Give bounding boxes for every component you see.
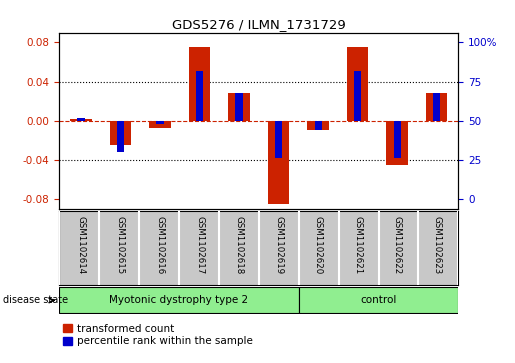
Text: GSM1102621: GSM1102621 [353,216,362,275]
Legend: transformed count, percentile rank within the sample: transformed count, percentile rank withi… [59,319,257,350]
Text: Myotonic dystrophy type 2: Myotonic dystrophy type 2 [109,295,249,305]
Text: GSM1102615: GSM1102615 [116,216,125,275]
Text: control: control [360,295,397,305]
Bar [70,119,92,121]
Bar [157,121,164,124]
Text: GSM1102623: GSM1102623 [432,216,441,275]
Text: GSM1102617: GSM1102617 [195,216,204,275]
Bar [188,47,211,121]
Bar [77,118,84,121]
Bar [426,93,448,121]
Bar [307,121,329,130]
Title: GDS5276 / ILMN_1731729: GDS5276 / ILMN_1731729 [172,19,346,32]
Bar [347,47,368,121]
Bar [354,71,361,121]
Text: GSM1102619: GSM1102619 [274,216,283,275]
FancyBboxPatch shape [59,287,299,313]
Bar [275,121,282,158]
Text: GSM1102614: GSM1102614 [76,216,85,275]
Bar [433,93,440,121]
Bar [393,121,401,158]
Text: GSM1102616: GSM1102616 [156,216,164,275]
Bar [110,121,131,145]
Bar [268,121,289,204]
Bar [228,93,250,121]
Bar [149,121,171,127]
FancyBboxPatch shape [299,287,458,313]
Text: GSM1102620: GSM1102620 [314,216,322,275]
Bar [386,121,408,165]
Bar [235,93,243,121]
Bar [196,71,203,121]
Text: disease state: disease state [3,295,67,305]
Text: GSM1102622: GSM1102622 [392,216,402,275]
Bar [117,121,124,152]
Bar [315,121,322,130]
Text: GSM1102618: GSM1102618 [234,216,244,275]
